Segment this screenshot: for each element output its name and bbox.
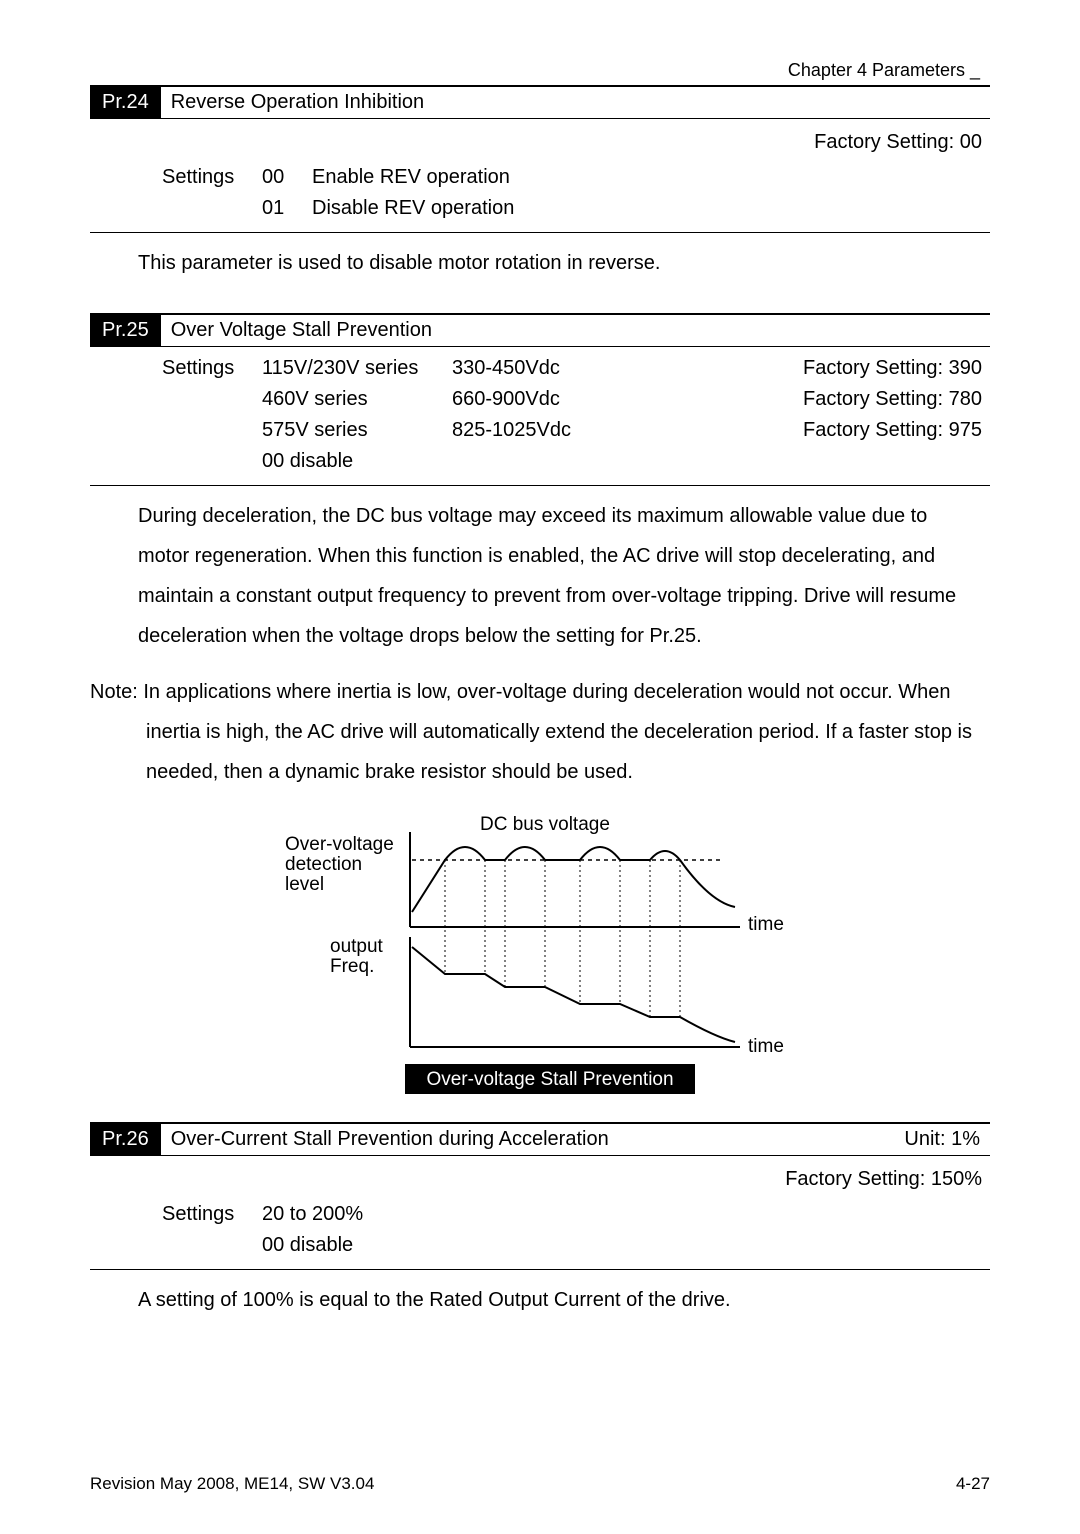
settings-desc: 00 disable [262,1234,990,1257]
settings-code: 01 [262,197,312,220]
ov-stall-diagram: DC bus voltage Over-voltage detection le… [90,812,990,1098]
series-cell: 00 disable [262,450,452,473]
table-row: 01 Disable REV operation [162,193,990,224]
pr24-header: Pr.24 Reverse Operation Inhibition [90,85,990,119]
dc-bus-curve [412,847,735,912]
range-cell: 825-1025Vdc [452,419,632,442]
pr24-block: Pr.24 Reverse Operation Inhibition Facto… [90,85,990,293]
settings-label [162,197,262,220]
diagram-svg: DC bus voltage Over-voltage detection le… [250,812,830,1098]
table-row: 00 disable [162,1230,990,1261]
pr24-title: Reverse Operation Inhibition [161,87,990,118]
pr24-factory: Factory Setting: 00 [90,119,990,162]
footer-left: Revision May 2008, ME14, SW V3.04 [90,1474,374,1494]
freq-label: Freq. [330,956,374,977]
page-footer: Revision May 2008, ME14, SW V3.04 4-27 [90,1474,990,1494]
ov-detect-label-1: Over-voltage [285,834,394,855]
pr25-block: Pr.25 Over Voltage Stall Prevention Sett… [90,313,990,802]
settings-label: Settings [162,166,262,189]
pr26-body: A setting of 100% is equal to the Rated … [90,1270,990,1330]
pr26-block: Pr.26 Over-Current Stall Prevention duri… [90,1122,990,1330]
pr26-title: Over-Current Stall Prevention during Acc… [161,1124,895,1155]
ov-detect-label-2: detection [285,854,362,875]
series-cell: 460V series [262,388,452,411]
settings-desc: Disable REV operation [312,197,990,220]
dc-bus-label: DC bus voltage [480,814,610,835]
caption-text: Over-voltage Stall Prevention [426,1069,673,1090]
range-cell: 330-450Vdc [452,357,632,380]
output-label: output [330,936,384,957]
settings-desc: 20 to 200% [262,1203,990,1226]
factory-cell: Factory Setting: 780 [632,388,982,411]
table-row: Settings 115V/230V series 330-450Vdc Fac… [162,353,982,384]
table-row: Settings 00 Enable REV operation [162,162,990,193]
pr25-settings: Settings 115V/230V series 330-450Vdc Fac… [90,347,990,486]
settings-label: Settings [162,1203,262,1226]
pr25-code: Pr.25 [90,315,161,346]
pr25-title: Over Voltage Stall Prevention [161,315,990,346]
settings-desc: Enable REV operation [312,166,990,189]
pr26-unit: Unit: 1% [894,1124,990,1155]
series-cell: 115V/230V series [262,357,452,380]
time1-label: time [748,914,784,935]
pr24-body: This parameter is used to disable motor … [90,233,990,293]
factory-cell: Factory Setting: 390 [632,357,982,380]
table-row: 00 disable [162,446,982,477]
time2-label: time [748,1036,784,1057]
pr25-note: Note: In applications where inertia is l… [90,666,990,802]
settings-label: Settings [162,357,262,380]
settings-code: 00 [262,166,312,189]
series-cell: 575V series [262,419,452,442]
output-freq-curve [412,947,735,1042]
range-cell: 660-900Vdc [452,388,632,411]
chapter-header: Chapter 4 Parameters _ [90,60,990,81]
pr24-settings: Settings 00 Enable REV operation 01 Disa… [90,162,990,233]
pr25-header: Pr.25 Over Voltage Stall Prevention [90,313,990,347]
ov-detect-label-3: level [285,874,324,895]
footer-right: 4-27 [956,1474,990,1494]
table-row: 575V series 825-1025Vdc Factory Setting:… [162,415,982,446]
pr26-factory: Factory Setting: 150% [90,1156,990,1199]
factory-cell: Factory Setting: 975 [632,419,982,442]
pr26-header: Pr.26 Over-Current Stall Prevention duri… [90,1122,990,1156]
pr26-settings: Settings 20 to 200% 00 disable [90,1199,990,1270]
pr25-body: During deceleration, the DC bus voltage … [90,486,990,666]
pr26-code: Pr.26 [90,1124,161,1155]
table-row: 460V series 660-900Vdc Factory Setting: … [162,384,982,415]
pr24-code: Pr.24 [90,87,161,118]
table-row: Settings 20 to 200% [162,1199,990,1230]
